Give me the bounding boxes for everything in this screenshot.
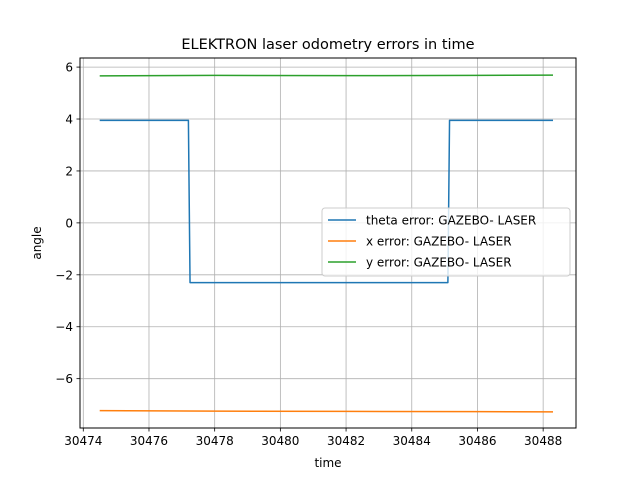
x-tick-label: 30474 — [64, 434, 102, 448]
x-tick-label: 30480 — [261, 434, 299, 448]
legend-label: x error: GAZEBO- LASER — [366, 235, 512, 249]
plot-frame — [79, 57, 577, 429]
y-tick-label: 4 — [65, 113, 73, 127]
x-tick-label: 30488 — [524, 434, 562, 448]
series-layer — [99, 74, 554, 413]
x-tick-label: 30486 — [458, 434, 496, 448]
x-axis-label: time — [314, 456, 341, 470]
x-tick-label: 30484 — [393, 434, 431, 448]
legend: theta error: GAZEBO- LASER x error: GAZEB… — [321, 207, 571, 277]
y-tick-label: −4 — [55, 320, 73, 334]
legend-label: theta error: GAZEBO- LASER — [366, 214, 536, 228]
y-tick-label: 2 — [65, 164, 73, 178]
y-tick-label: 6 — [65, 61, 73, 75]
ticks: 30474 30476 30478 30480 30482 30484 30486 30488… — [55, 61, 562, 448]
legend-box — [321, 207, 571, 277]
series-line-0 — [99, 119, 554, 284]
y-tick-label: −6 — [55, 372, 73, 386]
series-line-2 — [99, 74, 554, 77]
y-axis-label: angle — [30, 226, 44, 259]
x-tick-label: 30478 — [196, 434, 234, 448]
x-tick-label: 30482 — [327, 434, 365, 448]
chart-title: ELEKTRON laser odometry errors in time — [181, 37, 474, 53]
series-line-1 — [99, 409, 554, 413]
y-tick-label: −2 — [55, 268, 73, 282]
x-tick-label: 30476 — [130, 434, 168, 448]
y-tick-label: 0 — [65, 216, 73, 230]
legend-label: y error: GAZEBO- LASER — [366, 256, 512, 270]
